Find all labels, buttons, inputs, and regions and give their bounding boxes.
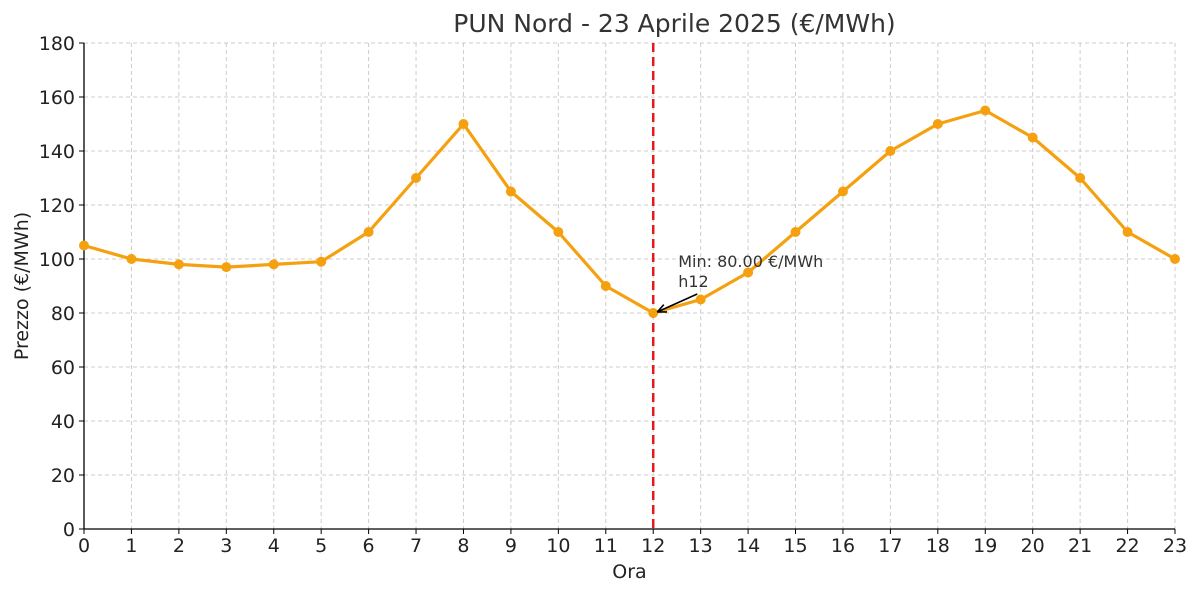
data-point: [648, 308, 658, 318]
data-point: [316, 257, 326, 267]
x-tick-label: 0: [78, 535, 90, 557]
x-tick-label: 14: [736, 535, 760, 557]
data-point: [506, 187, 516, 197]
y-tick-label: 60: [51, 357, 75, 379]
data-point: [601, 281, 611, 291]
x-tick-label: 11: [594, 535, 618, 557]
y-tick-label: 20: [51, 465, 75, 487]
x-axis-label: Ora: [612, 561, 646, 583]
y-tick-label: 0: [63, 519, 75, 541]
x-tick-label: 13: [689, 535, 713, 557]
x-tick-labels: 0 1 2 3 4 5 6 7 8 9 10 11 12 13 14 15 16 17 18 19 20 21 22 23: [78, 529, 1187, 557]
data-point: [458, 119, 468, 129]
data-point: [696, 295, 706, 305]
data-point: [221, 262, 231, 272]
x-tick-label: 3: [220, 535, 232, 557]
y-tick-label: 100: [39, 249, 75, 271]
x-tick-label: 20: [1021, 535, 1045, 557]
y-tick-label: 120: [39, 195, 75, 217]
min-annotation: Min: 80.00 €/MWh h12: [657, 252, 823, 312]
x-tick-label: 23: [1163, 535, 1187, 557]
data-point: [553, 227, 563, 237]
x-tick-label: 19: [973, 535, 997, 557]
y-tick-labels: 0 20 40 60 80 100 120 140 160 180: [39, 33, 84, 541]
data-point: [411, 173, 421, 183]
y-tick-label: 40: [51, 411, 75, 433]
y-tick-label: 180: [39, 33, 75, 55]
axes: [84, 43, 1175, 529]
grid: [84, 43, 1175, 529]
data-point: [838, 187, 848, 197]
y-tick-label: 80: [51, 303, 75, 325]
y-axis-label: Prezzo (€/MWh): [11, 212, 33, 360]
x-tick-label: 6: [363, 535, 375, 557]
y-tick-label: 160: [39, 87, 75, 109]
x-tick-label: 17: [878, 535, 902, 557]
x-tick-label: 12: [641, 535, 665, 557]
x-tick-label: 15: [783, 535, 807, 557]
data-point: [174, 259, 184, 269]
y-tick-label: 140: [39, 141, 75, 163]
data-point: [126, 254, 136, 264]
x-tick-label: 1: [125, 535, 137, 557]
x-tick-label: 21: [1068, 535, 1092, 557]
data-point: [1123, 227, 1133, 237]
data-point: [933, 119, 943, 129]
data-point: [1028, 133, 1038, 143]
chart-title: PUN Nord - 23 Aprile 2025 (€/MWh): [453, 9, 895, 38]
price-series-points: [79, 106, 1180, 319]
x-tick-label: 5: [315, 535, 327, 557]
x-tick-label: 4: [268, 535, 280, 557]
data-point: [269, 259, 279, 269]
data-point: [364, 227, 374, 237]
x-tick-label: 22: [1115, 535, 1139, 557]
x-tick-label: 9: [505, 535, 517, 557]
data-point: [1170, 254, 1180, 264]
x-tick-label: 16: [831, 535, 855, 557]
x-tick-label: 7: [410, 535, 422, 557]
data-point: [791, 227, 801, 237]
data-point: [885, 146, 895, 156]
x-tick-label: 8: [457, 535, 469, 557]
x-tick-label: 2: [173, 535, 185, 557]
price-series-line: [84, 111, 1175, 314]
annotation-text-min: Min: 80.00 €/MWh: [678, 252, 823, 271]
data-point: [79, 241, 89, 251]
x-tick-label: 18: [926, 535, 950, 557]
data-point: [980, 106, 990, 116]
data-point: [1075, 173, 1085, 183]
annotation-text-hour: h12: [678, 272, 709, 291]
x-tick-label: 10: [546, 535, 570, 557]
